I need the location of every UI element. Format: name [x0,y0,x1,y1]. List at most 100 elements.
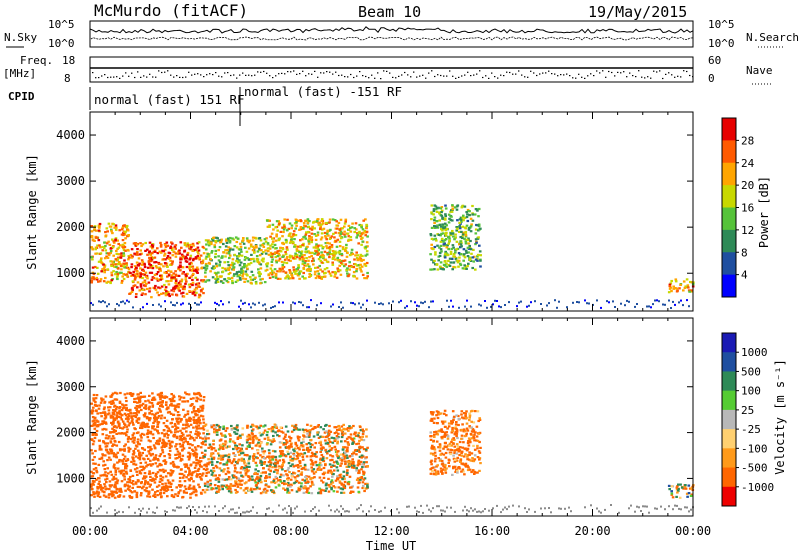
power-cell [196,279,199,281]
velocity-cell [159,475,162,477]
velocity-cell [184,485,187,487]
power-cell [672,286,675,288]
velocity-cell [228,459,231,461]
power-cell [440,233,443,235]
power-cell [171,263,174,265]
nave-point [248,75,249,76]
velocity-cell [281,451,284,453]
velocity-cell [174,431,177,433]
velocity-cell [240,487,243,489]
velocity-cell [189,420,192,422]
power-cell [466,265,469,267]
velocity-cell [302,456,305,458]
power-cell [138,257,141,259]
velocity-cell [216,434,219,436]
power-cell [141,261,144,263]
velocity-cell [248,462,251,464]
power-cell [324,268,327,270]
power-ylabel: Slant Range [km] [25,154,39,270]
power-cell [144,242,147,244]
power-cell [288,269,291,271]
velocity-cell [300,482,303,484]
power-cell [292,277,295,279]
nave-point [629,73,630,74]
nave-point [365,76,366,77]
power-cell [443,243,446,245]
velocity-cell [179,430,182,432]
velocity-cell [349,476,352,478]
power-cell [167,280,170,282]
power-ground-cell [606,300,608,302]
power-cell [265,253,268,255]
power-cell [321,276,324,278]
velocity-cell [180,396,183,398]
nave-point [254,75,255,76]
velocity-cell [346,469,349,471]
velocity-cell [204,440,207,442]
power-ground-cell [152,304,154,306]
velocity-cell [177,431,180,433]
power-ground-cell [530,301,532,303]
nave-point [188,72,189,73]
velocity-cell [280,453,283,455]
velocity-cell [172,397,175,399]
power-cell [250,282,253,284]
velocity-cell [131,395,134,397]
velocity-cell [144,483,147,485]
velocity-cell [98,408,101,410]
velocity-cell [252,439,255,441]
power-cell [109,225,112,227]
power-cell [444,265,447,267]
power-cell [345,247,348,249]
power-ground-cell [188,303,190,305]
nave-point [542,73,543,74]
power-cell [430,244,433,246]
power-cell [158,268,161,270]
velocity-cell [203,399,206,401]
power-heatmap [90,204,695,309]
nave-point [236,78,237,79]
power-ground-cell [534,300,536,302]
velocity-cell [323,467,326,469]
power-cell [192,259,195,261]
velocity-cell [159,395,162,397]
power-cell [470,218,473,220]
velocity-cell [296,455,299,457]
power-cell [266,265,269,267]
velocity-cell [172,395,175,397]
power-cell [136,286,139,288]
velocity-cell [173,400,176,402]
power-ground-cell [680,300,682,302]
power-cell [328,221,331,223]
power-cell [140,286,143,288]
power-cell [456,228,459,230]
power-cell [298,251,301,253]
velocity-cell [157,459,160,461]
velocity-cell [151,406,154,408]
power-ground-cell [584,299,586,301]
power-cell [454,251,457,253]
velocity-cell [171,426,174,428]
velocity-cell [121,480,124,482]
velocity-cell [136,494,139,496]
power-cell [259,282,262,284]
power-cell [115,266,118,268]
velocity-cell [255,484,258,486]
velocity-cell [190,478,193,480]
nave-point [428,73,429,74]
velocity-cell [126,426,129,428]
power-cell [132,271,135,273]
velocity-cell [108,457,111,459]
power-ground-cell [548,302,550,304]
velocity-cell [95,434,98,436]
velocity-cell [96,430,99,432]
velocity-cell [148,395,151,397]
power-ground-cell [664,304,666,306]
velocity-cell [290,479,293,481]
power-ground-cell [398,301,400,303]
velocity-cell [273,471,276,473]
power-cell [302,227,305,229]
cpid-label: CPID [8,90,35,103]
velocity-cell [106,478,109,480]
velocity-cell [91,412,94,414]
